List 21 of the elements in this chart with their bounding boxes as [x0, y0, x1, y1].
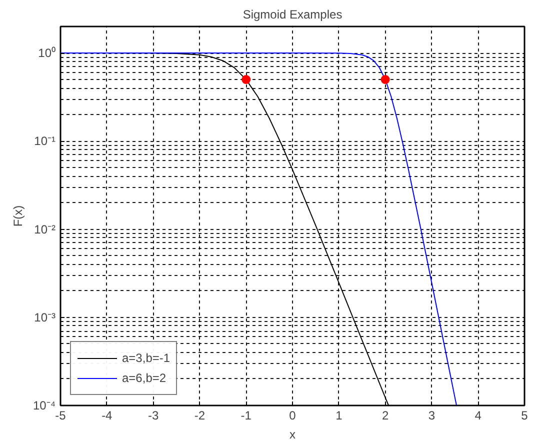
x-tick-label: -3 [148, 408, 159, 422]
x-axis-title: x [290, 428, 296, 442]
x-tick-label: -1 [240, 408, 252, 422]
x-tick-label: 1 [336, 408, 343, 422]
y-tick-label: 10⁻² [34, 222, 56, 236]
y-axis-title: F(x) [10, 205, 25, 227]
x-tick-label: 2 [382, 408, 389, 422]
chart-title: Sigmoid Examples [242, 8, 342, 22]
x-tick-label: -4 [102, 408, 113, 422]
x-tick-label: 4 [474, 408, 482, 422]
y-tick-label: 10⁻⁴ [32, 398, 56, 412]
x-tick-label: 5 [521, 408, 528, 422]
legend-label: a=3,b=-1 [122, 351, 170, 365]
y-tick-label: 10⁻¹ [34, 134, 56, 148]
x-tick-label: -5 [55, 408, 66, 422]
x-tick-label: -2 [194, 408, 206, 422]
y-tick-label: 10⁰ [38, 46, 56, 60]
x-tick-label: 3 [428, 408, 436, 422]
x-tick-label: 0 [289, 408, 296, 422]
legend-label: a=6,b=2 [122, 371, 166, 385]
y-tick-label: 10⁻³ [34, 310, 56, 324]
